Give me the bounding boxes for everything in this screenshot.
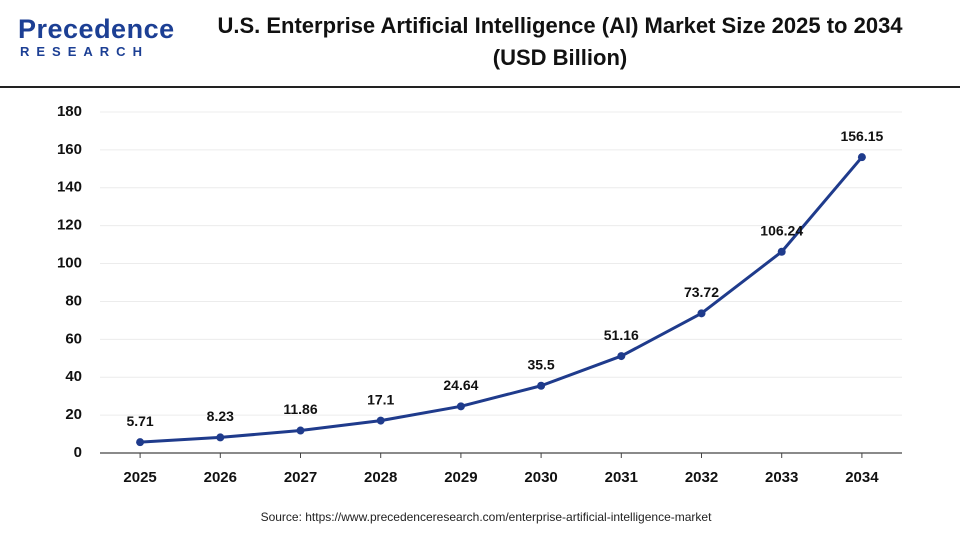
marker bbox=[376, 416, 385, 425]
x-tick-label: 2025 bbox=[123, 469, 156, 486]
y-tick-label: 80 bbox=[65, 292, 82, 309]
line bbox=[140, 156, 864, 444]
logo-tagline: RESEARCH bbox=[20, 44, 149, 59]
y-tick-label: 20 bbox=[65, 406, 82, 423]
x-tick-label: 2032 bbox=[685, 469, 718, 486]
data-label: 73.72 bbox=[684, 284, 719, 300]
marker bbox=[296, 426, 305, 435]
header: Precedence RESEARCH U.S. Enterprise Arti… bbox=[0, 0, 960, 88]
y-tick-label: 100 bbox=[57, 255, 82, 272]
y-tick-label: 0 bbox=[74, 444, 82, 461]
logo-name: Precedence bbox=[18, 14, 175, 44]
marker bbox=[136, 438, 145, 447]
y-tick-label: 140 bbox=[57, 179, 82, 196]
y-tick-label: 60 bbox=[65, 330, 82, 347]
marker bbox=[697, 309, 706, 318]
x-tick-label: 2031 bbox=[605, 469, 638, 486]
data-label: 156.15 bbox=[840, 128, 883, 144]
data-label: 17.1 bbox=[367, 391, 394, 407]
y-tick-label: 40 bbox=[65, 368, 82, 385]
y-tick-label: 180 bbox=[57, 103, 82, 120]
data-label: 24.64 bbox=[443, 377, 478, 393]
marker bbox=[857, 153, 866, 162]
data-label: 106.24 bbox=[760, 222, 803, 238]
source-note: Source: https://www.precedenceresearch.c… bbox=[261, 510, 713, 524]
marker bbox=[216, 433, 225, 442]
x-tick-label: 2029 bbox=[444, 469, 477, 486]
x-tick-label: 2034 bbox=[845, 469, 879, 486]
data-label: 11.86 bbox=[283, 401, 317, 417]
data-label: 51.16 bbox=[604, 327, 639, 343]
marker bbox=[617, 352, 626, 361]
x-tick-label: 2030 bbox=[524, 469, 557, 486]
chart-title: U.S. Enterprise Artificial Intelligence … bbox=[217, 13, 903, 70]
marker bbox=[537, 381, 546, 390]
x-tick-label: 2028 bbox=[364, 469, 397, 486]
y-tick-label: 120 bbox=[57, 217, 82, 234]
marker bbox=[777, 247, 786, 256]
x-tick-label: 2033 bbox=[765, 469, 798, 486]
x-tick-label: 2027 bbox=[284, 469, 317, 486]
data-label: 8.23 bbox=[207, 408, 234, 424]
data-label: 5.71 bbox=[126, 413, 153, 429]
marker bbox=[456, 402, 465, 411]
data-label: 35.5 bbox=[527, 356, 554, 372]
x-tick-label: 2026 bbox=[204, 469, 237, 486]
y-tick-label: 160 bbox=[57, 141, 82, 158]
